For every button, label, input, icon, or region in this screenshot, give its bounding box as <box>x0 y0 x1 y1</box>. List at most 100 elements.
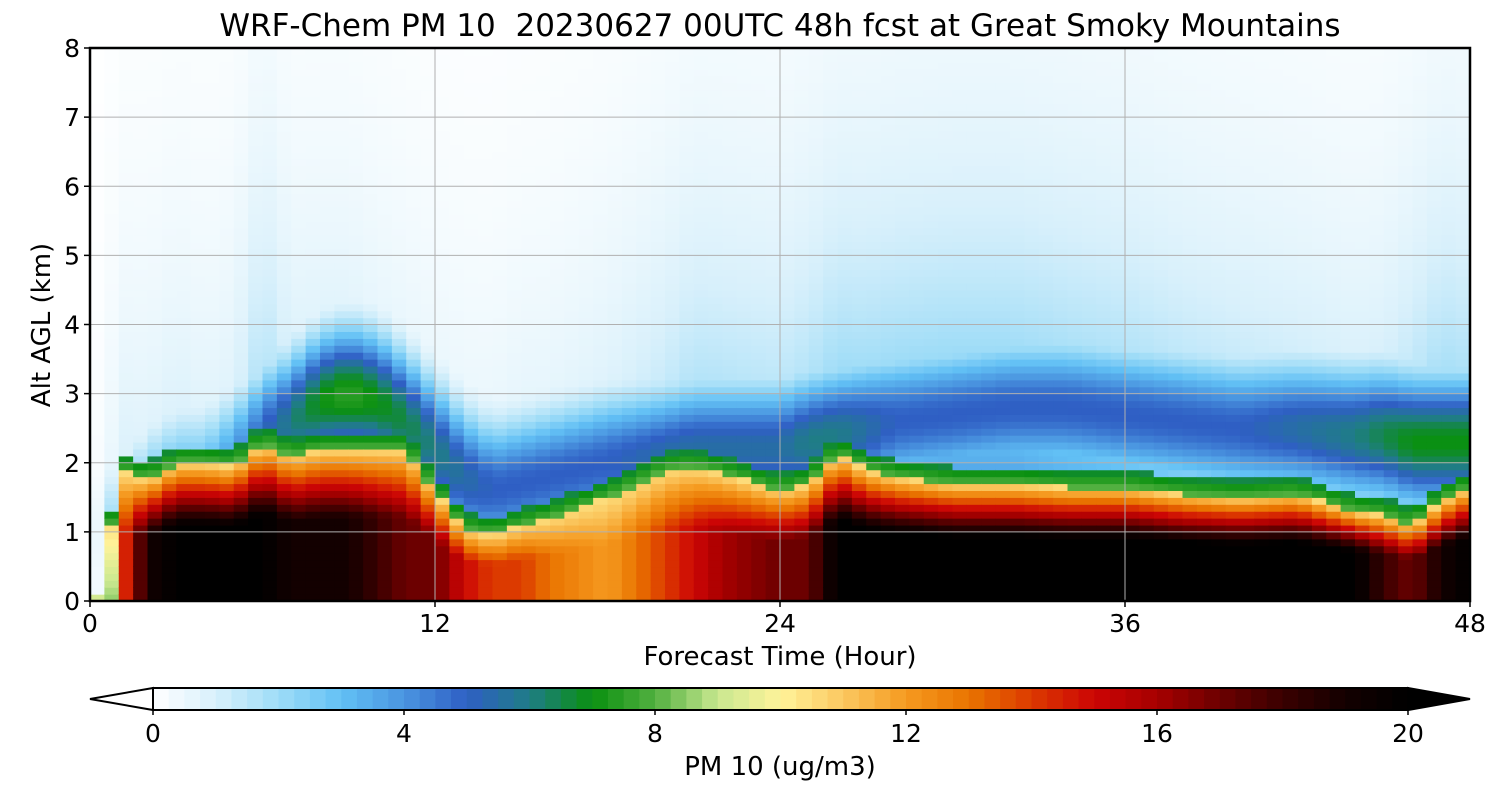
field-cell <box>880 289 896 298</box>
field-cell <box>550 448 565 457</box>
field-cell <box>621 193 637 201</box>
field-cell <box>607 462 623 471</box>
field-cell <box>305 317 321 326</box>
field-cell <box>348 234 364 243</box>
field-cell <box>305 538 321 547</box>
field-cell <box>679 317 695 326</box>
field-cell <box>377 573 393 581</box>
field-cell <box>478 428 494 436</box>
field-cell <box>334 117 350 125</box>
field-cell <box>823 559 839 568</box>
field-cell <box>909 137 925 146</box>
field-cell <box>449 490 465 498</box>
field-cell <box>133 241 149 250</box>
field-cell <box>722 365 738 374</box>
field-cell <box>693 476 709 485</box>
field-cell <box>952 331 968 339</box>
field-cell <box>736 193 752 201</box>
field-cell <box>780 296 795 305</box>
field-cell <box>291 172 307 180</box>
field-cell <box>837 68 853 77</box>
field-cell <box>420 504 436 512</box>
field-cell <box>219 61 235 70</box>
field-cell <box>794 352 810 360</box>
field-cell <box>578 234 594 243</box>
field-cell <box>578 386 594 395</box>
field-cell <box>377 276 393 284</box>
field-cell <box>866 504 882 512</box>
field-cell <box>377 262 393 270</box>
field-cell <box>305 580 321 588</box>
field-cell <box>722 144 738 153</box>
field-cell <box>722 448 738 457</box>
field-cell <box>550 255 565 263</box>
field-cell <box>837 400 853 409</box>
field-cell <box>780 220 795 229</box>
field-cell <box>406 345 422 353</box>
field-cell <box>492 82 508 91</box>
field-cell <box>938 580 954 588</box>
field-cell <box>420 54 436 63</box>
field-cell <box>535 497 551 505</box>
field-cell <box>521 48 537 56</box>
field-cell <box>506 262 522 270</box>
field-cell <box>406 428 422 436</box>
field-cell <box>305 117 321 125</box>
field-cell <box>837 248 853 256</box>
field-cell <box>219 200 235 208</box>
field-cell <box>578 538 594 547</box>
field-cell <box>693 144 709 153</box>
field-cell <box>708 262 724 270</box>
field-cell <box>133 407 149 415</box>
field-cell <box>463 303 479 312</box>
field-cell <box>161 559 177 568</box>
field-cell <box>909 331 925 339</box>
field-cell <box>348 130 364 139</box>
field-cell <box>952 130 968 139</box>
field-cell <box>205 393 220 402</box>
field-cell <box>435 393 450 402</box>
field-cell <box>449 54 465 63</box>
field-cell <box>262 331 278 339</box>
field-cell <box>276 172 292 180</box>
field-cell <box>823 296 839 305</box>
field-cell <box>966 130 982 139</box>
field-cell <box>952 172 968 180</box>
field-cell <box>435 365 450 374</box>
field-cell <box>880 338 896 346</box>
field-cell <box>391 566 407 574</box>
field-cell <box>276 331 292 339</box>
field-cell <box>435 241 450 250</box>
field-cell <box>406 469 422 478</box>
field-cell <box>90 137 105 146</box>
field-cell <box>722 276 738 284</box>
field-cell <box>118 283 134 291</box>
field-cell <box>708 372 724 381</box>
field-cell <box>205 158 220 167</box>
field-cell <box>736 310 752 319</box>
field-cell <box>736 352 752 360</box>
field-cell <box>578 48 594 56</box>
field-cell <box>363 352 379 360</box>
field-cell <box>463 511 479 519</box>
field-cell <box>693 227 709 236</box>
field-cell <box>363 234 379 243</box>
field-cell <box>665 296 680 305</box>
field-cell <box>751 566 767 574</box>
field-cell <box>808 89 824 97</box>
field-cell <box>578 365 594 374</box>
field-cell <box>851 234 867 243</box>
field-cell <box>391 379 407 388</box>
field-cell <box>233 68 249 77</box>
field-cell <box>363 442 379 450</box>
field-cell <box>176 103 192 111</box>
field-cell <box>305 110 321 118</box>
field-cell <box>550 587 565 595</box>
field-cell <box>708 566 724 574</box>
field-cell <box>765 594 781 601</box>
field-cell <box>377 283 393 291</box>
field-cell <box>521 490 537 498</box>
field-cell <box>133 117 149 125</box>
field-cell <box>851 352 867 360</box>
field-cell <box>291 89 307 97</box>
